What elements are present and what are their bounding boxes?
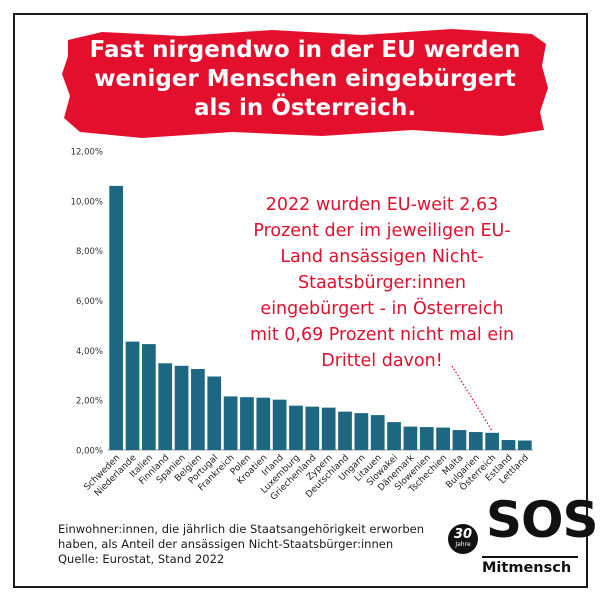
title-line-3: als in Österreich. xyxy=(193,95,417,121)
bar-15 xyxy=(338,411,352,450)
annotation-text: 2022 wurden EU-weit 2,63 Prozent der im … xyxy=(232,192,532,374)
annotation-line-5: eingebürgert - in Österreich xyxy=(260,299,504,319)
y-tick-label: 2,00% xyxy=(76,397,103,407)
bar-23 xyxy=(468,432,483,450)
bar-24 xyxy=(485,432,499,450)
bar-18 xyxy=(387,422,401,450)
bar-4 xyxy=(158,363,173,450)
bar-19 xyxy=(403,426,418,450)
anniversary-badge: 30 Jahre xyxy=(448,524,478,554)
bar-5 xyxy=(174,365,189,450)
y-tick-label: 12,00% xyxy=(71,148,103,158)
bar-9 xyxy=(240,397,254,450)
logo-wordmark: SOS xyxy=(486,491,599,549)
bar-21 xyxy=(436,427,450,450)
bar-11 xyxy=(272,399,287,450)
bar-6 xyxy=(191,369,205,450)
footnote-line-2: haben, als Anteil der ansässigen Nicht-S… xyxy=(58,537,394,551)
anniversary-word: Jahre xyxy=(455,541,471,548)
y-tick-label: 6,00% xyxy=(76,297,103,307)
anniversary-number: 30 xyxy=(453,527,473,542)
bar-26 xyxy=(517,440,532,450)
y-tick-label: 4,00% xyxy=(76,347,103,357)
y-tick-label: 10,00% xyxy=(71,197,103,207)
logo-subtitle: Mitmensch xyxy=(482,560,572,576)
annotation-line-1: 2022 wurden EU-weit 2,63 xyxy=(265,195,499,215)
bar-8 xyxy=(223,396,238,450)
bar-20 xyxy=(419,427,434,450)
chart-title: Fast nirgendwo in der EU werden weniger … xyxy=(62,36,548,123)
bar-10 xyxy=(256,397,271,450)
annotation-line-2: Prozent der im jeweiligen EU- xyxy=(253,221,511,241)
bar-1 xyxy=(109,185,124,450)
annotation-line-7: Drittel davon! xyxy=(321,351,443,371)
annotation-line-3: Land ansässigen Nicht- xyxy=(280,247,484,267)
annotation-pointer xyxy=(451,365,493,432)
bar-7 xyxy=(207,376,222,450)
title-line-1: Fast nirgendwo in der EU werden xyxy=(89,37,521,63)
title-banner xyxy=(62,26,548,138)
bar-13 xyxy=(305,406,320,450)
footnote-line-1: Einwohner:innen, die jährlich die Staats… xyxy=(58,522,425,536)
annotation-line-4: Staatsbürger:innen xyxy=(297,273,467,293)
title-line-2: weniger Menschen eingebürgert xyxy=(94,66,516,92)
bar-14 xyxy=(321,407,336,450)
footnote: Einwohner:innen, die jährlich die Staats… xyxy=(58,522,425,567)
annotation-line-6: mit 0,69 Prozent nicht mal ein xyxy=(249,325,515,345)
bar-16 xyxy=(354,413,369,450)
logo-divider xyxy=(482,556,578,558)
bar-3 xyxy=(142,344,156,450)
bar-2 xyxy=(125,341,140,450)
bar-12 xyxy=(289,405,303,450)
bar-17 xyxy=(370,415,385,450)
y-tick-label: 0,00% xyxy=(76,447,103,457)
sos-mitmensch-logo: SOS 30 Jahre Mitmensch xyxy=(446,492,599,588)
y-tick-label: 8,00% xyxy=(76,247,103,257)
bar-22 xyxy=(452,430,467,450)
bar-25 xyxy=(501,440,516,450)
footnote-source: Quelle: Eurostat, Stand 2022 xyxy=(58,552,225,566)
